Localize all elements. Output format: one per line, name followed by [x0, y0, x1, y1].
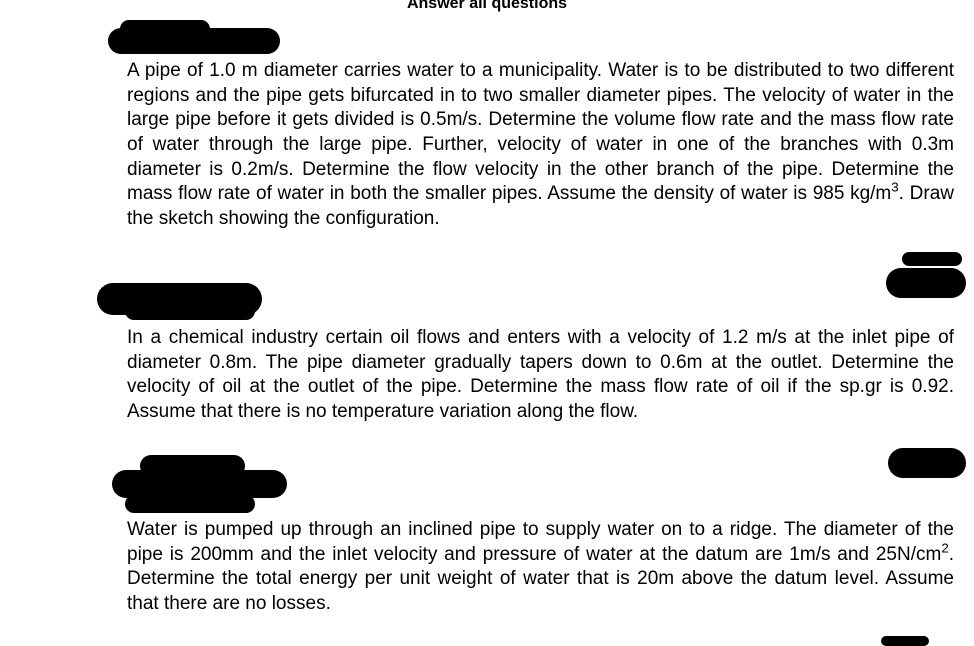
redaction-mark — [902, 252, 962, 266]
question-3: Water is pumped up through an inclined p… — [127, 518, 954, 617]
redaction-mark — [888, 448, 966, 478]
question-3-text: Water is pumped up through an inclined p… — [127, 518, 954, 617]
redaction-mark — [125, 302, 255, 320]
q1-text-pre: A pipe of 1.0 m diameter carries water t… — [127, 60, 954, 204]
redaction-mark — [140, 455, 245, 477]
redaction-mark — [881, 636, 929, 646]
question-2-text: In a chemical industry certain oil flows… — [127, 326, 954, 425]
redaction-mark — [125, 495, 255, 513]
redaction-mark — [886, 268, 966, 298]
q1-superscript: 3 — [891, 180, 898, 195]
redaction-mark — [120, 20, 210, 38]
q3-text-pre: Water is pumped up through an inclined p… — [127, 519, 954, 565]
question-1: A pipe of 1.0 m diameter carries water t… — [127, 59, 954, 232]
question-2: In a chemical industry certain oil flows… — [127, 326, 954, 425]
q3-superscript: 2 — [941, 540, 948, 555]
question-1-text: A pipe of 1.0 m diameter carries water t… — [127, 59, 954, 232]
page-header-title: Answer all questions — [0, 0, 974, 13]
